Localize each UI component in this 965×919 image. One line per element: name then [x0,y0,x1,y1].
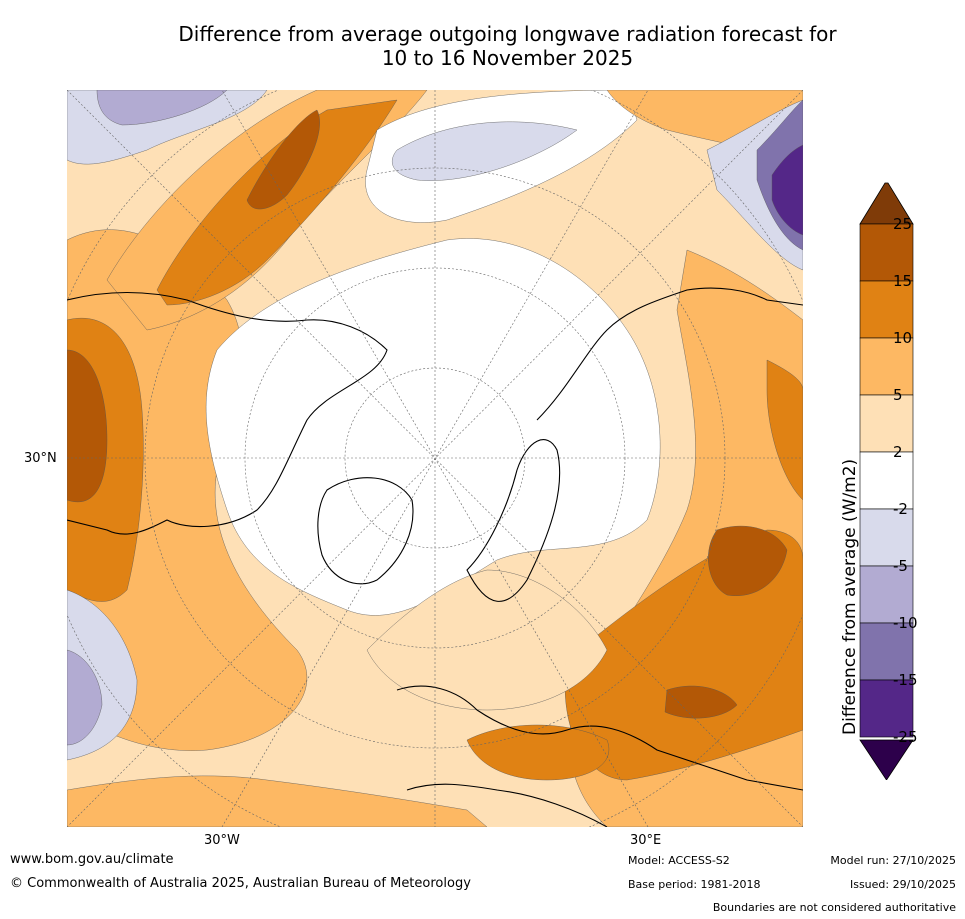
coastline-africa [406,783,608,827]
model-text: Model: ACCESS-S2 [628,854,730,867]
coastlines [67,287,803,827]
colorbar-bin [859,451,914,510]
colorbar-tick: -10 [893,614,918,632]
copyright-text: © Commonwealth of Australia 2025, Austra… [10,876,471,891]
colorbar-bin [859,280,914,339]
colorbar-under-arrow [859,739,914,780]
colorbar-tick: 15 [893,272,913,290]
colorbar [859,182,914,780]
coastline-europe [396,685,803,791]
anomaly-region-topleft-purple [96,90,228,126]
colorbar-bin [859,679,914,738]
title-line-2: 10 to 16 November 2025 [381,46,634,70]
colorbar-tick: -25 [893,728,918,746]
anomaly-region-topright-deep [771,144,803,236]
coastline-eurasia-north [536,287,803,421]
anomaly-region-right-10 [766,359,803,501]
anomaly-region-bottomleft-purple [67,649,103,746]
graticule [67,90,803,827]
colorbar-tick: 5 [893,386,903,404]
longitude-label-30w: 30°W [204,833,240,848]
colorbar-tick: 2 [893,443,903,461]
anomaly-region-top-25 [246,109,320,210]
anomaly-region-top-blue [392,121,578,181]
disclaimer-text: Boundaries are not considered authoritat… [712,901,956,914]
coastline-greenland [317,477,414,585]
website-link[interactable]: www.bom.gov.au/climate [10,852,174,867]
colorbar-tick: -15 [893,671,918,689]
colorbar-bin [859,394,914,453]
anomaly-region-left-25 [67,349,108,502]
model-run-text: Model run: 27/10/2025 [830,854,956,867]
latitude-label-30n: 30°N [24,451,57,466]
map-title: Difference from average outgoing longwav… [100,22,915,70]
base-period-text: Base period: 1981-2018 [628,878,761,891]
colorbar-bin [859,565,914,624]
title-line-1: Difference from average outgoing longwav… [178,22,837,46]
coastline-scandinavia [466,439,561,602]
anomaly-region-mediterranean-15 [466,724,609,781]
issued-text: Issued: 29/10/2025 [849,878,956,891]
anomaly-map [67,90,803,827]
longitude-label-30e: 30°E [630,833,662,848]
anomaly-region-black-sea-25 [664,685,738,719]
colorbar-tick: -2 [893,500,908,518]
colorbar-bin [859,508,914,567]
coastline-north-america [67,291,388,535]
colorbar-bin [859,223,914,282]
anomaly-region-bottom-5 [67,775,488,827]
colorbar-tick: 10 [893,329,913,347]
anomaly-region-europe-2 [366,569,608,711]
colorbar-label: Difference from average (W/m2) [840,458,860,735]
meridian-30e [221,90,649,827]
colorbar-tick: -5 [893,557,908,575]
anomaly-region-east-25 [708,525,788,596]
anomaly-region-arctic-neutral [205,238,661,616]
colorbar-tick: 25 [893,215,913,233]
colorbar-bin [859,337,914,396]
colorbar-bin [859,622,914,681]
